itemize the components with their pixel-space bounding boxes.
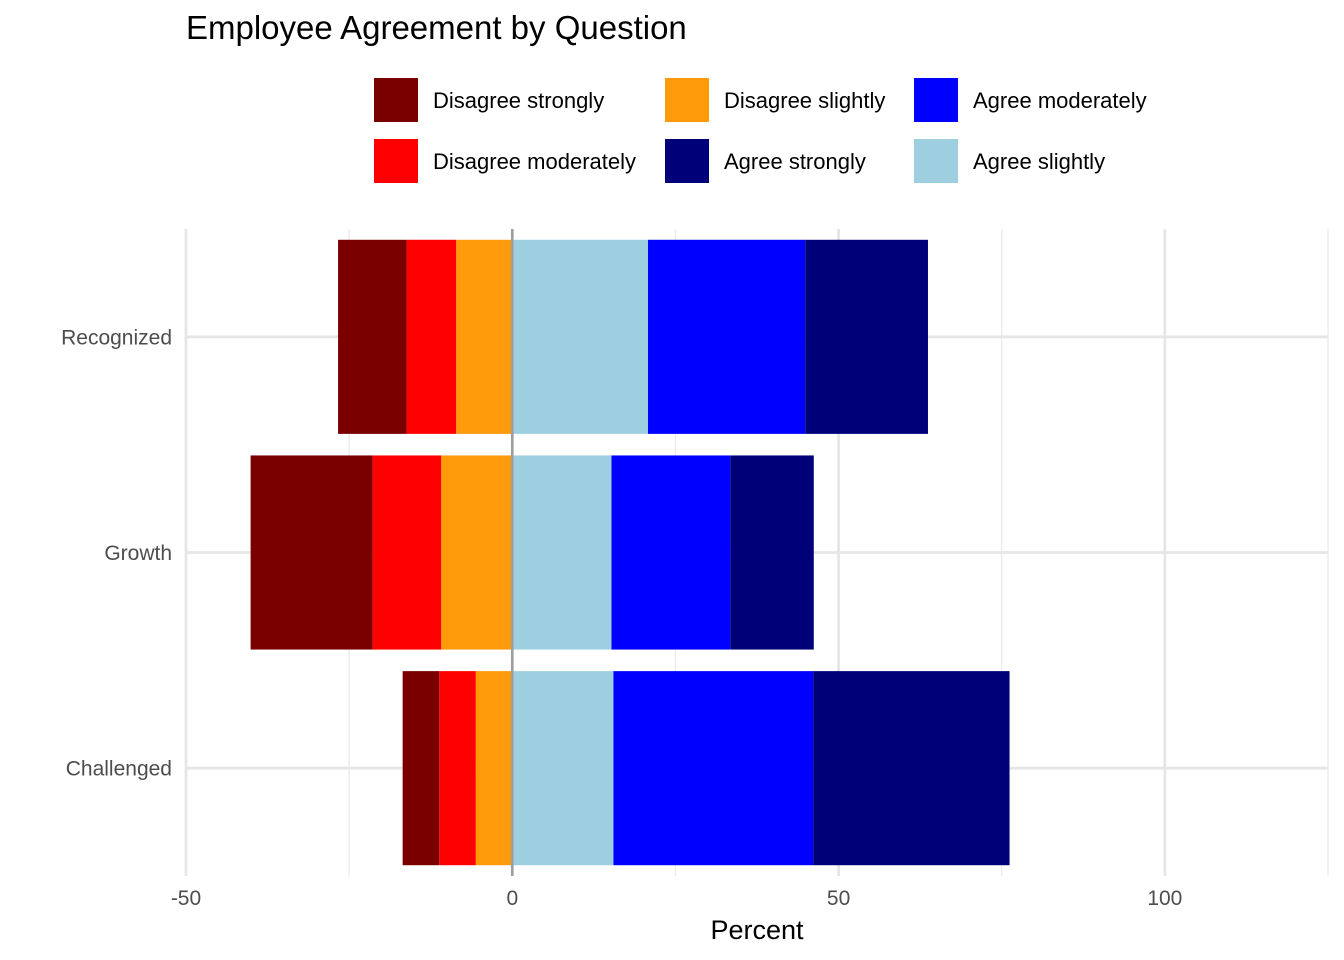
bar-growth-agree-strongly: [730, 455, 814, 650]
legend-item-disagree-slightly: Disagree slightly: [665, 78, 885, 122]
legend-swatch: [914, 139, 958, 183]
y-tick-label: Growth: [104, 542, 172, 565]
legend-item-agree-moderately: Agree moderately: [914, 78, 1147, 122]
bar-challenged-agree-moderately: [613, 671, 814, 866]
bar-challenged-agree-slightly: [512, 671, 614, 866]
chart-title: Employee Agreement by Question: [186, 9, 687, 46]
x-tick-label: 0: [506, 887, 518, 910]
bar-challenged-disagree-moderately: [439, 671, 476, 866]
bar-growth-disagree-slightly: [441, 455, 513, 650]
bar-recognized-agree-moderately: [648, 239, 806, 434]
y-tick-label: Recognized: [61, 326, 172, 349]
legend-label: Agree slightly: [973, 149, 1105, 174]
bar-growth-disagree-moderately: [372, 455, 442, 650]
legend-swatch: [374, 78, 418, 122]
legend-item-agree-slightly: Agree slightly: [914, 139, 1105, 183]
legend-label: Disagree moderately: [433, 149, 636, 174]
bar-recognized-disagree-slightly: [456, 239, 513, 434]
legend-item-agree-strongly: Agree strongly: [665, 139, 866, 183]
bar-challenged-disagree-slightly: [475, 671, 513, 866]
legend-label: Agree strongly: [724, 149, 866, 174]
legend-swatch: [374, 139, 418, 183]
bars: [250, 239, 1010, 866]
y-tick-label: Challenged: [66, 758, 172, 781]
legend-swatch: [914, 78, 958, 122]
bar-challenged-disagree-strongly: [402, 671, 440, 866]
legend-swatch: [665, 78, 709, 122]
legend-item-disagree-strongly: Disagree strongly: [374, 78, 604, 122]
y-axis-ticks: Recognized Growth Challenged: [61, 326, 172, 780]
bar-recognized-disagree-strongly: [338, 239, 407, 434]
bar-growth-agree-slightly: [512, 455, 612, 650]
legend-label: Disagree strongly: [433, 88, 604, 113]
x-tick-label: 50: [827, 887, 850, 910]
x-tick-label: -50: [171, 887, 201, 910]
x-axis-title: Percent: [710, 915, 804, 945]
legend-label: Disagree slightly: [724, 88, 885, 113]
bar-growth-disagree-strongly: [250, 455, 373, 650]
legend-item-disagree-moderately: Disagree moderately: [374, 139, 636, 183]
bar-growth-agree-moderately: [611, 455, 731, 650]
x-tick-label: 100: [1147, 887, 1182, 910]
bar-recognized-agree-strongly: [805, 239, 928, 434]
bar-recognized-agree-slightly: [512, 239, 649, 434]
legend-label: Agree moderately: [973, 88, 1147, 113]
bar-challenged-agree-strongly: [813, 671, 1010, 866]
legend-swatch: [665, 139, 709, 183]
x-axis-ticks: -50 0 50 100: [171, 887, 1183, 910]
bar-recognized-disagree-moderately: [406, 239, 457, 434]
legend: Disagree strongly Disagree moderately Disa…: [374, 78, 1147, 183]
